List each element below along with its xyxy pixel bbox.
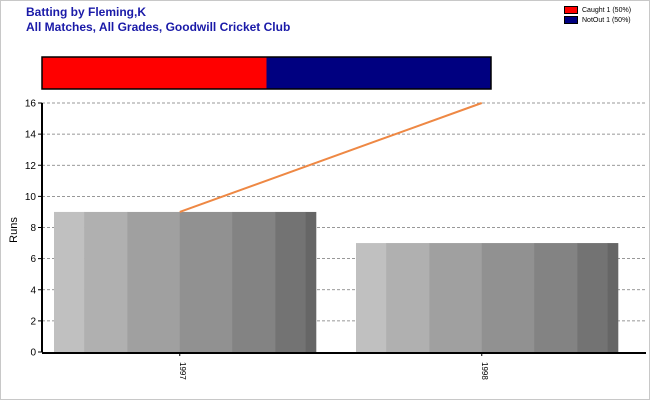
dismissal-segment-1 — [266, 57, 491, 89]
y-tick-label: 8 — [30, 223, 36, 234]
legend-item-caught: Caught 1 (50%) — [564, 5, 631, 15]
bar-1998-stripe — [356, 243, 387, 352]
bar-1998-stripe — [429, 243, 483, 352]
chart-title: Batting by Fleming,K — [26, 5, 146, 19]
bar-1997-stripe — [305, 211, 317, 352]
bar-1997-stripe — [54, 211, 85, 352]
x-tick-label: 1997 — [178, 362, 187, 380]
bar-1998-stripe — [481, 243, 535, 352]
bar-1997-stripe — [84, 211, 128, 352]
legend-label-notout: NotOut 1 (50%) — [582, 16, 631, 24]
legend-swatch-caught — [564, 6, 578, 14]
y-tick-label: 10 — [25, 192, 37, 203]
bar-1997-stripe — [232, 211, 276, 352]
legend-swatch-notout — [564, 16, 578, 24]
y-tick-label: 14 — [25, 130, 37, 141]
bar-1997-stripe — [275, 211, 306, 352]
y-tick-label: 6 — [30, 254, 36, 265]
legend: Caught 1 (50%) NotOut 1 (50%) — [564, 5, 631, 25]
legend-label-caught: Caught 1 (50%) — [582, 6, 632, 14]
y-tick-label: 2 — [30, 316, 36, 327]
y-tick-label: 4 — [30, 285, 36, 296]
cumulative-line — [179, 102, 483, 213]
bar-1998-stripe — [577, 243, 608, 352]
x-tick-label: 1998 — [480, 362, 489, 380]
y-tick-label: 16 — [25, 99, 37, 110]
y-tick-label: 0 — [30, 348, 36, 359]
y-tick-label: 12 — [25, 161, 37, 172]
bar-1998-stripe — [607, 243, 619, 352]
bar-1998-stripe — [534, 243, 578, 352]
y-axis-title: Runs — [8, 217, 20, 243]
chart-subtitle: All Matches, All Grades, Goodwill Cricke… — [26, 20, 291, 34]
legend-item-notout: NotOut 1 (50%) — [564, 15, 631, 25]
dismissal-bar-outline — [41, 56, 492, 90]
dismissal-segment-0 — [42, 57, 267, 89]
bar-1997-stripe — [179, 211, 233, 352]
bar-1998-stripe — [386, 243, 430, 352]
bar-1997-stripe — [127, 211, 181, 352]
